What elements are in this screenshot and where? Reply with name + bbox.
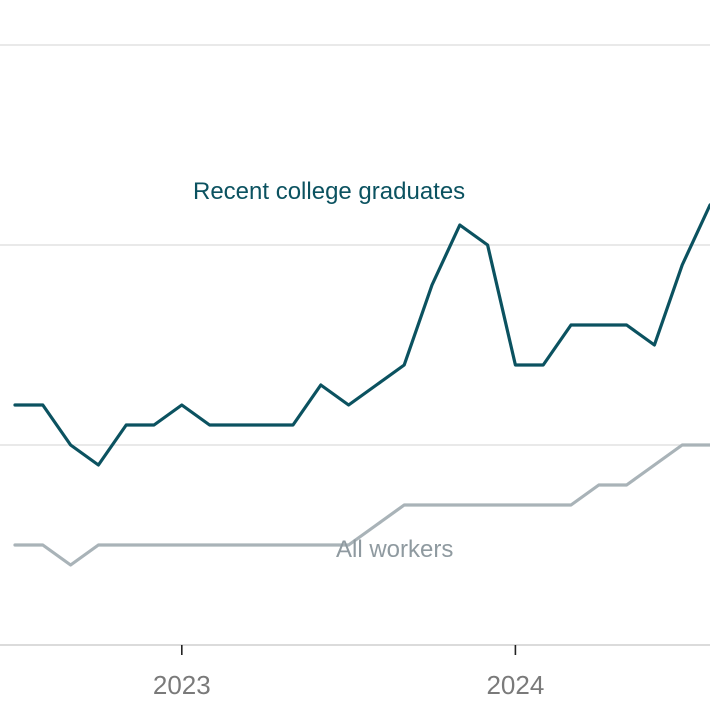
series-group (13, 203, 710, 567)
series-label-recent-college-graduates: Recent college graduates (193, 178, 465, 205)
series-label-all-workers: All workers (336, 536, 453, 563)
x-tick-label: 2024 (486, 670, 544, 700)
series-line-recent-college-graduates (13, 203, 710, 467)
series-line-all-workers (13, 443, 710, 567)
x-axis-ticks: 2023 2024 (153, 645, 544, 700)
x-tick-label: 2023 (153, 670, 211, 700)
gridlines (0, 44, 710, 446)
